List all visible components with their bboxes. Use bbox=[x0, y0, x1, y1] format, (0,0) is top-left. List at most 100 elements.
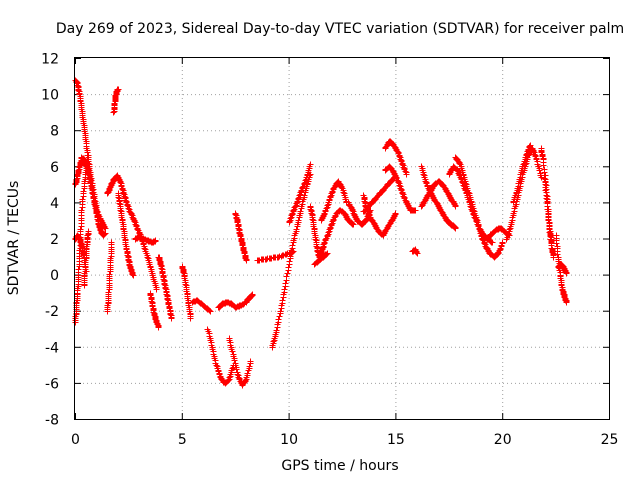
data-point bbox=[327, 193, 334, 200]
data-point bbox=[527, 142, 534, 149]
series-s30 bbox=[382, 163, 419, 214]
y-tick-label: 4 bbox=[50, 196, 59, 212]
data-point bbox=[275, 316, 282, 323]
data-point bbox=[129, 271, 136, 278]
data-point bbox=[396, 153, 403, 160]
data-point bbox=[499, 239, 506, 246]
data-point bbox=[273, 327, 280, 334]
data-point bbox=[350, 221, 357, 228]
chart-title: Day 269 of 2023, Sidereal Day-to-day VTE… bbox=[56, 21, 624, 37]
y-tick-label: -4 bbox=[45, 340, 59, 356]
data-point bbox=[92, 205, 99, 212]
data-point bbox=[530, 148, 537, 155]
data-point bbox=[312, 236, 319, 243]
data-point bbox=[115, 194, 122, 201]
data-point bbox=[270, 338, 277, 345]
data-point bbox=[242, 377, 249, 384]
data-point bbox=[164, 296, 171, 303]
series-s28 bbox=[360, 192, 399, 239]
series-s24 bbox=[318, 178, 350, 224]
data-point bbox=[101, 231, 108, 238]
series-s9 bbox=[115, 190, 137, 279]
data-point bbox=[86, 175, 93, 182]
data-point bbox=[323, 205, 330, 212]
data-point bbox=[105, 289, 112, 296]
data-point bbox=[281, 286, 288, 293]
data-point bbox=[309, 216, 316, 223]
series-s25 bbox=[311, 250, 331, 268]
series-s42 bbox=[555, 261, 570, 277]
data-point bbox=[420, 171, 427, 178]
series-s17 bbox=[226, 335, 254, 389]
data-point bbox=[276, 313, 283, 320]
data-point bbox=[473, 218, 480, 225]
y-tick-labels: -8 -6 -4 -2 0 2 4 6 8 10 12 bbox=[41, 52, 59, 429]
data-point bbox=[263, 256, 270, 263]
data-point bbox=[78, 207, 85, 214]
data-point bbox=[213, 362, 220, 369]
data-point bbox=[144, 254, 151, 261]
data-point bbox=[226, 374, 233, 381]
y-tick-label: -2 bbox=[45, 304, 59, 320]
series-s19 bbox=[243, 291, 256, 306]
data-point bbox=[180, 269, 187, 276]
y-tick-label: -8 bbox=[45, 413, 59, 429]
data-point bbox=[295, 195, 302, 202]
data-point bbox=[460, 182, 467, 189]
data-points bbox=[72, 77, 570, 389]
x-tick-label: 25 bbox=[601, 432, 619, 448]
data-point bbox=[307, 161, 314, 168]
data-point bbox=[523, 151, 530, 158]
data-point bbox=[125, 205, 132, 212]
data-point bbox=[526, 143, 533, 150]
data-point bbox=[79, 196, 86, 203]
series-s18 bbox=[232, 210, 250, 264]
data-point bbox=[452, 225, 459, 232]
x-tick-label: 5 bbox=[178, 432, 187, 448]
plot-frame bbox=[74, 57, 610, 420]
data-point bbox=[293, 226, 300, 233]
data-point bbox=[470, 211, 477, 218]
y-tick-label: -6 bbox=[45, 376, 59, 392]
data-point bbox=[229, 348, 236, 355]
data-point bbox=[283, 251, 290, 258]
data-point bbox=[395, 179, 402, 186]
series-s40 bbox=[542, 172, 557, 261]
data-point bbox=[324, 250, 331, 257]
data-point bbox=[247, 358, 254, 365]
data-point bbox=[467, 203, 474, 210]
data-point bbox=[481, 240, 488, 247]
series-s31 bbox=[409, 246, 421, 257]
data-point bbox=[234, 371, 241, 378]
series-s20 bbox=[269, 171, 314, 351]
data-point bbox=[297, 208, 304, 215]
x-tick-label: 20 bbox=[494, 432, 512, 448]
data-point bbox=[187, 315, 194, 322]
data-point bbox=[520, 161, 527, 168]
series-s12 bbox=[155, 254, 175, 322]
series-s15 bbox=[204, 326, 237, 387]
data-point bbox=[231, 357, 238, 364]
data-point bbox=[153, 286, 160, 293]
y-axis-label: SDTVAR / TECUs bbox=[6, 181, 22, 296]
data-point bbox=[75, 266, 82, 273]
data-point bbox=[285, 264, 292, 271]
series-s10 bbox=[132, 234, 159, 246]
data-point bbox=[459, 179, 466, 186]
data-point bbox=[414, 250, 421, 257]
data-point bbox=[399, 161, 406, 168]
data-point bbox=[128, 211, 135, 218]
data-point bbox=[286, 218, 293, 225]
data-point bbox=[563, 270, 570, 277]
data-point bbox=[115, 86, 122, 93]
data-point bbox=[349, 207, 356, 214]
data-point bbox=[246, 363, 253, 370]
data-point bbox=[89, 190, 96, 197]
y-tick-label: 12 bbox=[41, 52, 59, 68]
y-tick-label: 0 bbox=[50, 268, 59, 284]
data-point bbox=[85, 228, 92, 235]
data-point bbox=[275, 254, 282, 261]
y-tick-label: 6 bbox=[50, 160, 59, 176]
series-s5 bbox=[81, 228, 92, 289]
